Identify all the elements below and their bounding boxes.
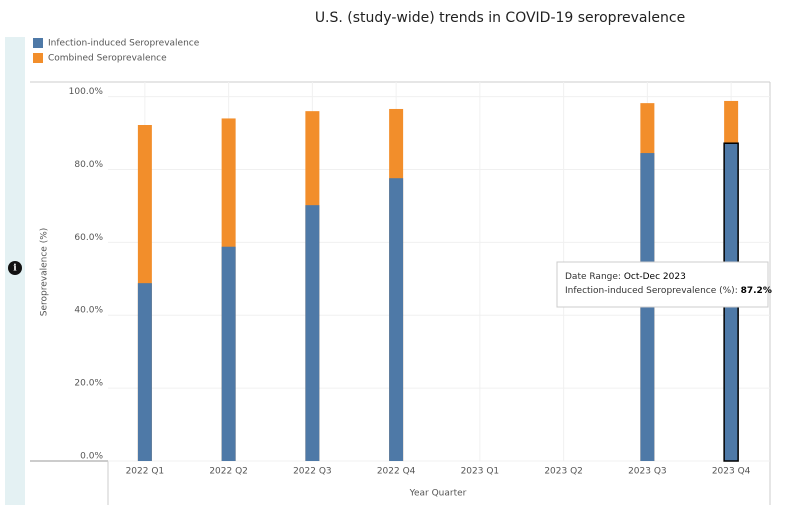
x-tick-label: 2022 Q4 <box>377 467 416 477</box>
tooltip-line: Infection-induced Seroprevalence (%): 87… <box>565 286 772 296</box>
bar <box>305 205 320 461</box>
y-tick-label: 100.0% <box>69 87 104 97</box>
legend-label: Combined Seroprevalence <box>48 54 167 64</box>
y-tick-label: 20.0% <box>74 379 103 389</box>
tooltip-box <box>556 261 769 308</box>
bar <box>221 246 236 461</box>
info-icon[interactable] <box>8 261 22 275</box>
tooltip: Date Range: Oct-Dec 2023 Infection-induc… <box>556 261 772 308</box>
bar <box>389 178 404 461</box>
tooltip-value: 87.2% <box>741 286 772 296</box>
y-tick-label: 60.0% <box>74 233 103 243</box>
info-icon-glyph: i <box>13 264 17 274</box>
chart-title: U.S. (study-wide) trends in COVID-19 ser… <box>315 10 685 26</box>
tooltip-line: Date Range: Oct-Dec 2023 <box>565 272 686 282</box>
legend-swatch <box>33 53 43 63</box>
legend-label: Infection-induced Seroprevalence <box>48 39 200 49</box>
legend-swatch <box>33 38 43 48</box>
x-tick-label: 2022 Q1 <box>126 467 165 477</box>
y-tick-label: 0.0% <box>80 452 103 462</box>
x-tick-label: 2023 Q4 <box>712 467 751 477</box>
tooltip-label: Date Range: <box>565 272 621 282</box>
x-tick-label: 2023 Q3 <box>628 467 667 477</box>
x-tick-label: 2023 Q2 <box>544 467 583 477</box>
x-tick-label: 2023 Q1 <box>461 467 500 477</box>
y-tick-label: 40.0% <box>74 306 103 316</box>
x-axis-title: Year Quarter <box>409 489 467 499</box>
bar <box>137 283 152 461</box>
tooltip-label: Infection-induced Seroprevalence (%): <box>565 286 738 296</box>
x-tick-label: 2022 Q3 <box>293 467 332 477</box>
x-tick-label: 2022 Q2 <box>209 467 248 477</box>
y-tick-label: 80.0% <box>74 160 103 170</box>
tooltip-value: Oct-Dec 2023 <box>624 272 686 282</box>
y-axis-title: Seroprevalence (%) <box>40 228 50 317</box>
